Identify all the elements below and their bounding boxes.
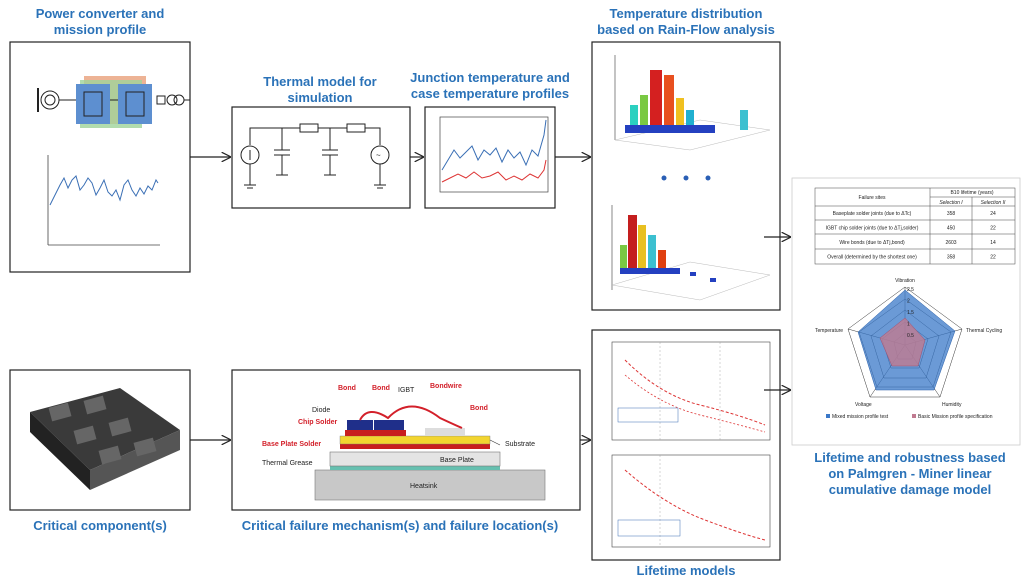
table-cell: 22 bbox=[990, 255, 996, 261]
title: cumulative damage model bbox=[829, 482, 992, 497]
ellipsis bbox=[661, 175, 711, 181]
title: mission profile bbox=[54, 22, 146, 37]
title: case temperature profiles bbox=[411, 86, 569, 101]
table-cell: Overall (determined by the shortest one) bbox=[827, 255, 917, 261]
title: Lifetime models bbox=[637, 563, 736, 578]
layer-label: Bond bbox=[372, 385, 390, 392]
lifetime-model-plot bbox=[611, 341, 771, 548]
legend-label: Mixed mission profile test bbox=[832, 414, 889, 420]
igbt-module bbox=[30, 388, 180, 490]
radar-tick: 1.5 bbox=[907, 310, 914, 316]
title: Temperature distribution bbox=[610, 6, 763, 21]
layer-label: Bond bbox=[338, 385, 356, 392]
title: Junction temperature and bbox=[410, 70, 570, 85]
radar-tick: 1 bbox=[907, 322, 910, 328]
layer-label: Chip Solder bbox=[298, 419, 338, 426]
table-header: Selection II bbox=[981, 200, 1006, 206]
cross-section bbox=[314, 405, 546, 501]
table-cell: 24 bbox=[990, 211, 996, 217]
box bbox=[424, 106, 556, 209]
title: Critical failure mechanism(s) and failur… bbox=[242, 518, 558, 533]
layer-label: Bond bbox=[470, 405, 488, 412]
table-cell: Wire bonds (due to ΔTj,bond) bbox=[839, 240, 905, 246]
table-cell: 22 bbox=[990, 226, 996, 232]
temperature-profile-plot bbox=[439, 116, 549, 193]
table-cell: 2603 bbox=[945, 240, 956, 246]
table-header: Failure sites bbox=[859, 195, 886, 201]
converter-schematic bbox=[37, 76, 190, 128]
box bbox=[591, 329, 781, 561]
layer-label: Bondwire bbox=[430, 383, 462, 390]
table-cell: 14 bbox=[990, 240, 996, 246]
title: Thermal model for bbox=[263, 74, 376, 89]
table-header: Selection I bbox=[939, 200, 963, 206]
layer-label: Heatsink bbox=[410, 483, 438, 490]
title: simulation bbox=[287, 90, 352, 105]
results-table bbox=[814, 187, 1016, 265]
svg-text:~: ~ bbox=[376, 151, 381, 160]
layer-label: Substrate bbox=[505, 441, 535, 448]
arrows bbox=[190, 157, 790, 440]
table-cell: IGBT chip solder joints (due to ΔTj,sold… bbox=[826, 226, 919, 232]
legend-label: Basic Mission profile specification bbox=[918, 414, 993, 420]
legend-swatch bbox=[826, 414, 830, 418]
table-cell: 358 bbox=[947, 255, 956, 261]
radar-tick: 0.5 bbox=[907, 333, 914, 339]
radar-axis: Vibration bbox=[895, 278, 915, 284]
layer-label: Base Plate bbox=[440, 457, 474, 464]
table-cell: 450 bbox=[947, 226, 956, 232]
table-cell: Baseplate solder joints (due to ΔTc) bbox=[833, 211, 912, 217]
radar-tick: 2.5 bbox=[907, 287, 914, 293]
title: Power converter and bbox=[36, 6, 165, 21]
title: Critical component(s) bbox=[33, 518, 167, 533]
thermal-circuit: ~ bbox=[240, 123, 390, 189]
layer-label: IGBT bbox=[398, 387, 415, 394]
rainflow-histogram bbox=[614, 55, 771, 151]
title: based on Rain-Flow analysis bbox=[597, 22, 775, 37]
rainflow-histogram bbox=[611, 205, 771, 301]
table-header: B10 lifetime (years) bbox=[950, 190, 993, 196]
radar-axis: Voltage bbox=[855, 402, 872, 408]
table-cell: 358 bbox=[947, 211, 956, 217]
layer-label: Base Plate Solder bbox=[262, 441, 321, 448]
radar-tick: 2 bbox=[907, 299, 910, 305]
layer-label: Thermal Grease bbox=[262, 460, 313, 467]
title: Lifetime and robustness based bbox=[814, 450, 1005, 465]
radar-axis: Temperature bbox=[815, 328, 843, 334]
radar-chart bbox=[847, 286, 963, 398]
layer-label: Diode bbox=[312, 407, 330, 414]
title: on Palmgren - Miner linear bbox=[828, 466, 991, 481]
radar-axis: Thermal Cycling bbox=[966, 328, 1002, 334]
mission-profile-plot bbox=[47, 155, 160, 246]
box bbox=[231, 106, 411, 209]
radar-axis: Humidity bbox=[942, 402, 962, 408]
legend-swatch bbox=[912, 414, 916, 418]
